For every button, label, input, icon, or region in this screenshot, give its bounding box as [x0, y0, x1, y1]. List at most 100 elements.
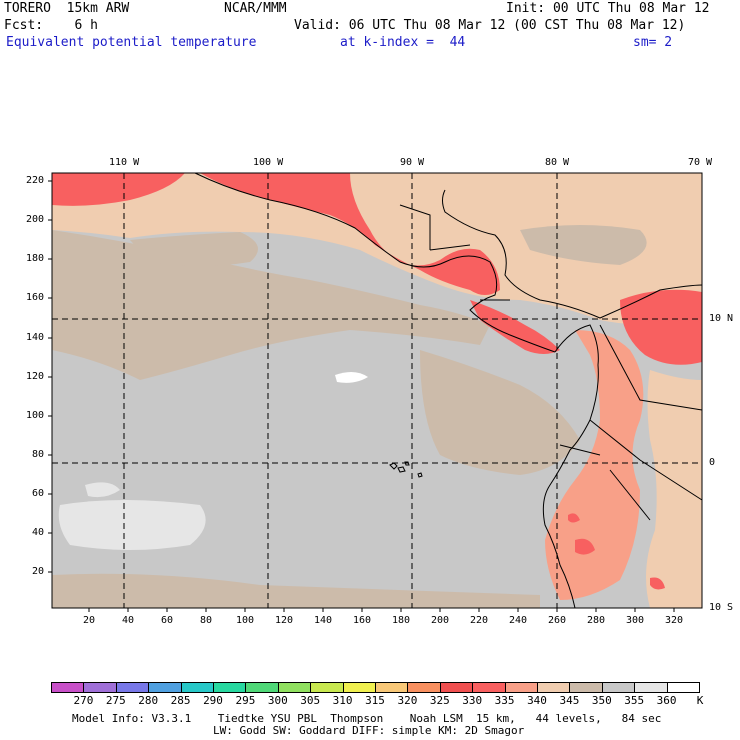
x-tick-label: 180 [392, 615, 411, 626]
map-frame [51, 172, 703, 609]
white-patch-sw [58, 500, 206, 550]
andes-warm-strip [545, 330, 644, 600]
mid-band-north [52, 230, 490, 380]
colorbar-label: 360 [656, 694, 677, 707]
init-time: Init: 00 UTC Thu 08 Mar 12 [506, 1, 710, 16]
colorbar-unit: K [696, 694, 704, 707]
colorbar-label: 295 [235, 694, 256, 707]
model-info-line2: LW: Godd SW: Goddard DIFF: simple KM: 2D… [213, 724, 525, 737]
level-label: at k-index = 44 [340, 35, 466, 50]
lat-label-10s: 10 S [709, 602, 734, 613]
coastline-caribbean [442, 189, 703, 319]
x-tick-label: 220 [470, 615, 489, 626]
y-tick-label: 120 [26, 371, 45, 382]
y-tick-label: 160 [26, 292, 45, 303]
organization-label: NCAR/MMM [224, 1, 287, 16]
colorbar-label: 270 [73, 694, 94, 707]
colorbar-swatch [634, 682, 668, 693]
colorbar-label: 280 [138, 694, 159, 707]
colorbar-label: 325 [429, 694, 450, 707]
x-tick-label: 140 [314, 615, 333, 626]
y-tick-label: 180 [26, 253, 45, 264]
y-tick-label: 140 [26, 332, 45, 343]
y-tick-label: 20 [32, 566, 45, 577]
colorbar-swatch [83, 682, 117, 693]
colorbar-swatch [439, 682, 474, 693]
colorbar-swatch [407, 682, 441, 693]
colorbar-swatch [310, 682, 344, 693]
lon-label-100w: 100 W [253, 157, 284, 168]
colorbar-swatch [51, 682, 85, 693]
hot-region-costa-rica [470, 300, 560, 354]
colorbar-label: 330 [462, 694, 483, 707]
colorbar-label: 290 [203, 694, 223, 707]
valid-time: Valid: 06 UTC Thu 08 Mar 12 (00 CST Thu … [294, 18, 686, 33]
x-tick-label: 320 [665, 615, 684, 626]
x-tick-label: 80 [200, 615, 213, 626]
colorbar-label: 345 [559, 694, 580, 707]
colorbar-label: 335 [494, 694, 515, 707]
y-tick-label: 80 [32, 449, 45, 460]
graticule [52, 173, 702, 608]
model-title: TORERO 15km ARW [4, 1, 130, 16]
colorbar-label: 350 [591, 694, 612, 707]
lon-label-90w: 90 W [400, 157, 425, 168]
colorbar-swatch [115, 682, 150, 693]
colorbar-swatch [375, 682, 409, 693]
colorbar-label: 305 [300, 694, 321, 707]
lat-label-equator: 0 [709, 457, 716, 468]
colorbar-label: 340 [527, 694, 547, 707]
colorbar-swatch [537, 682, 571, 693]
x-tick-marks [88, 608, 675, 612]
white-patch-small [85, 482, 120, 498]
lon-label-80w: 80 W [545, 157, 570, 168]
smoothing-label: sm= 2 [633, 35, 673, 50]
colorbar-swatch [148, 682, 182, 693]
hot-region-nw [52, 173, 185, 206]
colorbar-label: 355 [624, 694, 645, 707]
south-band [52, 573, 540, 608]
y-tick-label: 200 [26, 214, 45, 225]
y-tick-label: 100 [26, 410, 45, 421]
x-tick-label: 120 [275, 615, 294, 626]
colorbar-label: 275 [105, 694, 126, 707]
colorbar-swatch [569, 682, 603, 693]
colorbar-swatch [342, 682, 376, 693]
field-name: Equivalent potential temperature [6, 35, 257, 50]
colorbar-swatch [504, 682, 538, 693]
x-tick-label: 160 [353, 615, 372, 626]
hot-region-colombia-coast [620, 289, 702, 365]
x-tick-label: 200 [431, 615, 450, 626]
colorbar-label: 285 [170, 694, 191, 707]
lon-label-70w: 70 W [688, 157, 713, 168]
colorbar-swatch [245, 682, 279, 693]
gray-intrusion-north [130, 232, 258, 266]
andes-east-strip [646, 370, 702, 608]
mid-band-east [420, 350, 580, 475]
y-tick-label: 60 [32, 488, 45, 499]
hot-region-mexico [200, 173, 500, 295]
x-tick-label: 40 [122, 615, 135, 626]
galapagos-islands [389, 461, 423, 478]
forecast-hour: Fcst: 6 h [4, 18, 98, 33]
y-tick-label: 40 [32, 527, 45, 538]
y-tick-label: 220 [26, 175, 45, 186]
x-tick-label: 260 [548, 615, 567, 626]
white-blob [335, 371, 368, 383]
andes-hot-spots [568, 513, 665, 590]
x-tick-label: 20 [83, 615, 96, 626]
colorbar-swatch [472, 682, 506, 693]
colorbar-swatch [213, 682, 247, 693]
colorbar-swatch [180, 682, 214, 693]
country-borders [399, 204, 703, 521]
x-tick-label: 60 [161, 615, 174, 626]
colorbar-label: 310 [332, 694, 353, 707]
lat-label-10n: 10 N [709, 313, 734, 324]
colorbar-label: 315 [365, 694, 385, 707]
x-tick-label: 100 [236, 615, 255, 626]
lon-label-110w: 110 W [109, 157, 140, 168]
colorbar-swatch [666, 682, 700, 693]
warm-band-north [52, 173, 702, 325]
model-info-line1: Model Info: V3.3.1 Tiedtke YSU PBL Thomp… [72, 712, 662, 725]
